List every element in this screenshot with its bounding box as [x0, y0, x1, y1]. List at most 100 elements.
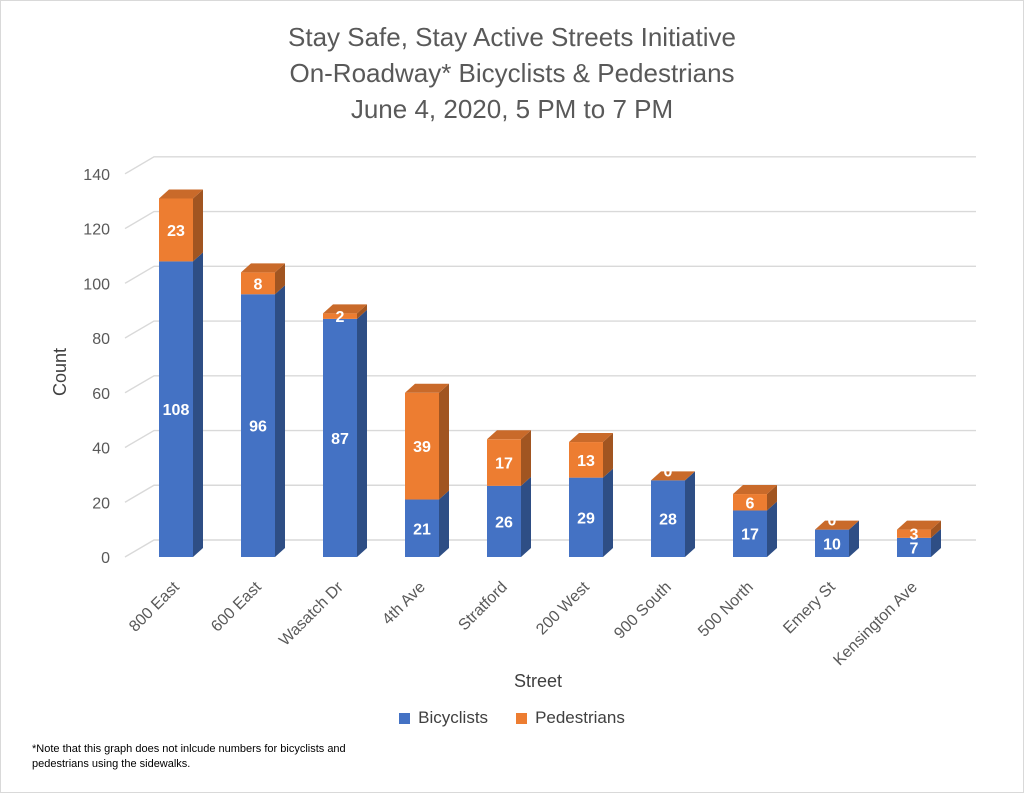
gridline	[124, 375, 976, 394]
bar-pedestrians-front	[733, 494, 767, 511]
data-label-pedestrians: 0	[664, 463, 673, 480]
bar-pedestrians-side	[521, 430, 531, 486]
bar-bicyclists-side	[357, 309, 367, 557]
data-label-bicyclists: 10	[823, 536, 841, 553]
bar-bicyclists-front	[323, 318, 357, 557]
bar-pedestrians-front	[159, 198, 193, 262]
bar-bicyclists-side	[685, 471, 695, 557]
bar-pedestrians-side	[931, 520, 941, 538]
legend-item-bicyclists: Bicyclists	[399, 708, 488, 728]
data-label-bicyclists: 29	[577, 510, 595, 527]
gridlines	[124, 156, 976, 558]
y-axis-label: Count	[50, 348, 70, 396]
y-tick-label: 140	[83, 167, 110, 184]
bar-bicyclists-side	[849, 520, 859, 557]
y-tick-labels: 0 20 40 60 80 100 120 140	[83, 167, 110, 567]
bar-bicyclists-side	[439, 490, 449, 557]
bar-pedestrians-front	[241, 272, 275, 295]
bar-pedestrians-top	[487, 430, 531, 440]
bar-bicyclists-side	[931, 528, 941, 557]
y-tick-label: 120	[83, 222, 110, 239]
data-label-bicyclists: 108	[163, 402, 190, 419]
x-tick-label: 4th Ave	[379, 579, 429, 629]
x-tick-label: 600 East	[208, 578, 265, 635]
bar-pedestrians-side	[275, 263, 285, 295]
y-tick-label: 100	[83, 276, 110, 293]
bar-pedestrians-top	[323, 304, 367, 314]
data-label-pedestrians: 17	[495, 456, 513, 473]
gridline	[124, 484, 976, 503]
bar-bicyclists-side	[275, 285, 285, 557]
bar-bicyclists-side	[193, 252, 203, 558]
data-label-bicyclists: 17	[741, 527, 759, 544]
gridline	[124, 265, 976, 284]
bar-bicyclists-front	[487, 485, 521, 557]
bar-pedestrians-side	[193, 189, 203, 262]
legend: Bicyclists Pedestrians	[0, 708, 1024, 728]
bar-bicyclists-front	[569, 477, 603, 557]
bar-pedestrians-front	[569, 442, 603, 478]
chart-title-line-1: Stay Safe, Stay Active Streets Initiativ…	[288, 22, 736, 52]
data-label-pedestrians: 39	[413, 439, 431, 456]
legend-label-pedestrians: Pedestrians	[535, 708, 625, 727]
data-label-pedestrians: 23	[167, 223, 185, 240]
bar-bicyclists-front	[159, 261, 193, 557]
bar-pedestrians-top	[159, 189, 203, 199]
bar-pedestrians-top	[405, 383, 449, 393]
x-tick-label: Emery St	[780, 578, 839, 637]
bar-pedestrians-front	[323, 313, 357, 319]
x-tick-label: 800 East	[126, 578, 183, 635]
data-label-pedestrians: 6	[746, 495, 755, 512]
legend-item-pedestrians: Pedestrians	[516, 708, 625, 728]
bar-bicyclists-side	[767, 501, 777, 557]
y-tick-label: 60	[92, 386, 110, 403]
gridline	[124, 429, 976, 449]
bar-pedestrians-side	[767, 485, 777, 511]
bar-bicyclists-front	[897, 537, 931, 557]
y-tick-label: 20	[92, 495, 110, 512]
bar-bicyclists-front	[733, 510, 767, 557]
data-label-bicyclists: 28	[659, 512, 677, 529]
data-label-bicyclists: 26	[495, 514, 513, 531]
bar-pedestrians-side	[603, 433, 613, 478]
bars: 108 23 96 8 87 2 21 39 26 17 29 13 28 0 17 6 10 0 73	[159, 189, 941, 557]
data-label-pedestrians: 8	[254, 276, 263, 293]
bar-bicyclists-front	[815, 529, 849, 557]
bar-bicyclists-front	[651, 480, 685, 557]
legend-swatch-bicyclists	[399, 712, 411, 724]
gridline	[124, 539, 976, 558]
data-label-bicyclists: 87	[331, 431, 349, 448]
data-label-bicyclists: 7	[910, 540, 919, 557]
y-tick-label: 80	[92, 331, 110, 348]
bar-pedestrians-side	[439, 383, 449, 500]
bar-pedestrians-front	[405, 392, 439, 500]
data-label-bicyclists: 21	[413, 521, 431, 538]
x-tick-labels: 800 East 600 East Wasatch Dr 4th Ave Stratfo…	[126, 578, 921, 669]
bar-pedestrians-top	[733, 485, 777, 495]
bar-pedestrians-front	[487, 439, 521, 486]
y-tick-label: 0	[101, 550, 110, 567]
legend-label-bicyclists: Bicyclists	[418, 708, 489, 727]
legend-swatch-pedestrians	[516, 712, 528, 724]
data-label-pedestrians: 0	[828, 513, 837, 530]
bar-bicyclists-side	[603, 468, 613, 557]
bar-pedestrians-front	[897, 529, 931, 538]
x-tick-label: 200 West	[533, 578, 593, 638]
x-tick-label: Wasatch Dr	[276, 578, 347, 649]
gridline	[124, 156, 976, 175]
bar-bicyclists-front	[241, 294, 275, 557]
bar-pedestrians-top	[569, 433, 613, 443]
footnote: *Note that this graph does not inlcude n…	[32, 743, 346, 770]
bar-pedestrians-top	[651, 471, 695, 481]
x-tick-label: 500 North	[695, 579, 757, 641]
data-label-pedestrians: 3	[910, 527, 919, 544]
data-label-bicyclists: 96	[249, 419, 267, 436]
chart-title-line-2: On-Roadway* Bicyclists & Pedestrians	[289, 58, 735, 88]
y-tick-label: 40	[92, 441, 110, 458]
bar-pedestrians-top	[241, 263, 285, 273]
data-label-pedestrians: 13	[577, 453, 595, 470]
bar-bicyclists-side	[521, 476, 531, 557]
bar-bicyclists-front	[405, 499, 439, 557]
data-label-pedestrians: 2	[336, 309, 345, 326]
